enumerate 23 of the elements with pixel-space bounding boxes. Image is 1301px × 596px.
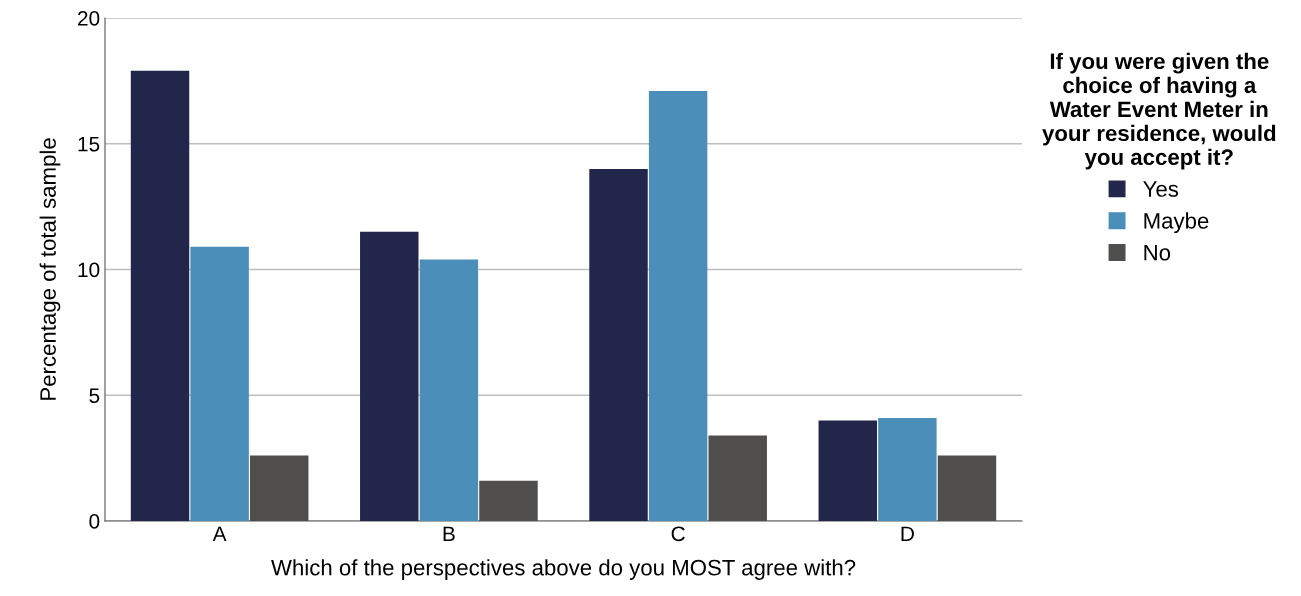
x-tick-label: B bbox=[443, 526, 455, 541]
legend-label: No bbox=[1144, 245, 1171, 261]
legend-title: If you were given the choice of having a Water Event Meter in your residence, would you accept it? bbox=[1042, 52, 1276, 170]
y-tick-label: 5 bbox=[89, 388, 100, 403]
bar bbox=[648, 90, 708, 521]
y-tick-label: 10 bbox=[78, 262, 100, 278]
x-tick-label: A bbox=[212, 526, 227, 541]
bar bbox=[818, 420, 877, 521]
bar bbox=[360, 231, 419, 521]
legend-label: Yes bbox=[1143, 181, 1179, 197]
legend-label: Maybe bbox=[1144, 212, 1209, 234]
x-tick-label: D bbox=[901, 526, 914, 541]
x-axis-title: Which of the perspectives above do you MOST agree with? bbox=[271, 559, 856, 580]
bar bbox=[589, 168, 648, 521]
bar bbox=[130, 70, 190, 521]
bar bbox=[419, 259, 479, 521]
bar bbox=[878, 417, 937, 521]
bar bbox=[190, 246, 249, 521]
y-tick-label: 20 bbox=[78, 11, 100, 26]
y-tick-label: 0 bbox=[89, 514, 100, 529]
y-axis-title: Percentage of total sample bbox=[39, 138, 61, 400]
y-tick-label: 15 bbox=[78, 136, 100, 152]
x-tick-label: C bbox=[671, 526, 685, 542]
